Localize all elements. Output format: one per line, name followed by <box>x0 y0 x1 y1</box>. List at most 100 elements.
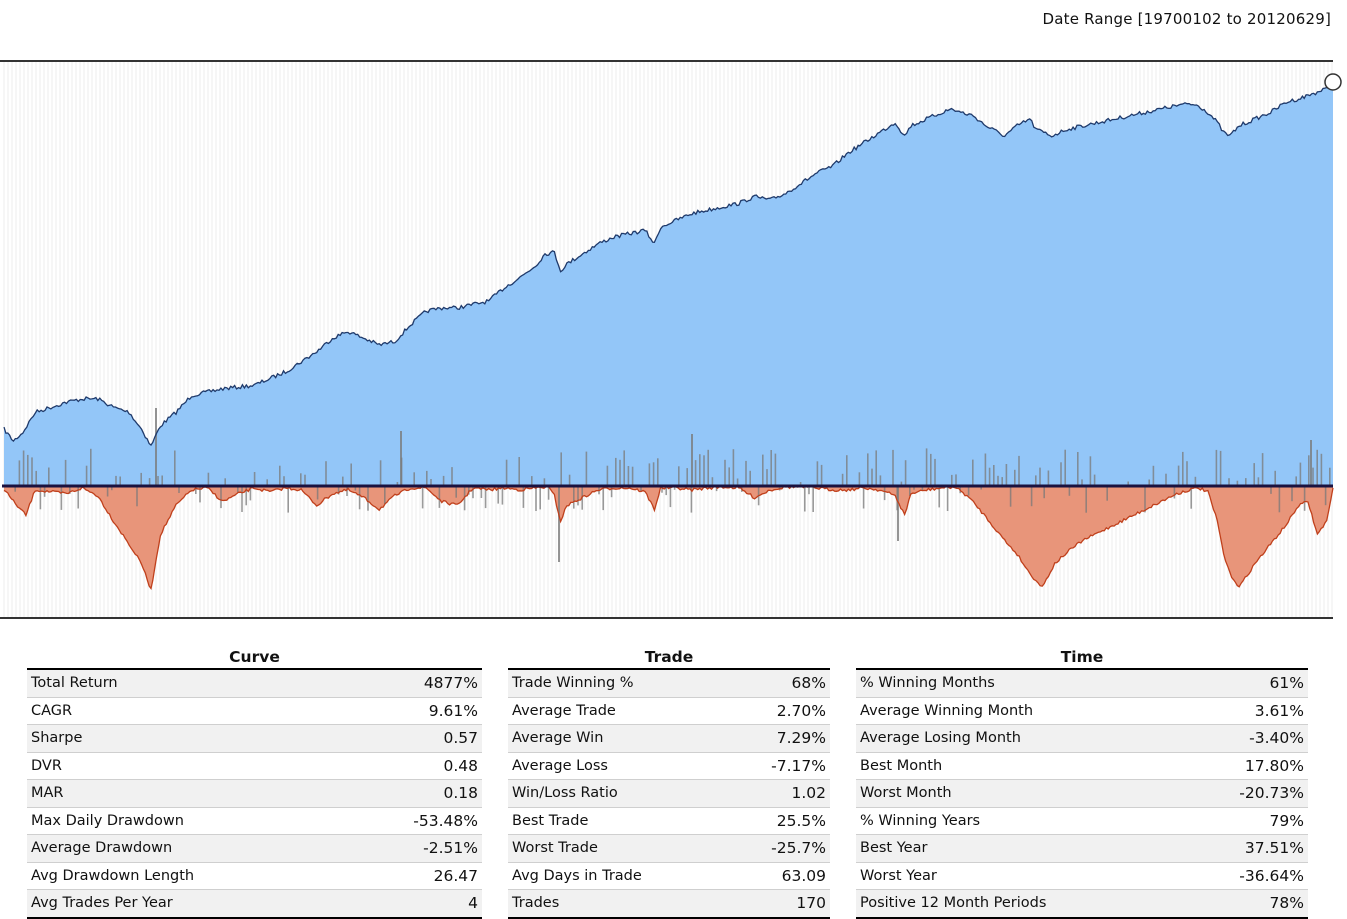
trade-bar <box>1081 479 1083 486</box>
trade-bar <box>1186 461 1188 486</box>
trade-bar <box>421 486 424 509</box>
trade-bar <box>1228 478 1230 486</box>
drawdown-area <box>4 486 1333 589</box>
trade-bar <box>1039 467 1041 486</box>
time-row: Worst Month -20.73% <box>856 779 1308 808</box>
equity-drawdown-chart <box>0 60 1342 619</box>
trade-bar <box>669 486 672 508</box>
trade-bar <box>913 486 915 490</box>
trade-bar <box>812 486 814 512</box>
trade-bar <box>602 486 604 511</box>
trade-bar <box>304 474 306 486</box>
trade-bar <box>18 460 21 486</box>
trade-bar <box>1308 455 1310 486</box>
trade-bar <box>346 486 348 496</box>
trade-row: Trades 170 <box>508 889 830 919</box>
stat-value: 7.29% <box>729 724 830 753</box>
time-row: Average Winning Month 3.61% <box>856 697 1308 725</box>
trade-bar <box>195 486 197 494</box>
stat-value: 2.70% <box>729 697 830 725</box>
trade-bar <box>1310 440 1312 486</box>
trade-bar <box>900 481 903 486</box>
trade-bar <box>1194 476 1197 486</box>
trade-bar <box>615 457 617 486</box>
trade-bar <box>480 486 483 498</box>
trade-bar <box>220 486 222 509</box>
trade-bar <box>35 470 37 486</box>
trade-bar <box>358 486 361 510</box>
trade-bar <box>862 486 865 509</box>
stat-label: Worst Trade <box>508 834 730 863</box>
stat-value: -25.7% <box>729 834 830 863</box>
trade-bar <box>119 476 121 486</box>
trade-bar <box>1127 481 1129 486</box>
stat-label: % Winning Years <box>856 807 1185 835</box>
curve-row: DVR 0.48 <box>27 752 482 780</box>
stat-label: Best Year <box>856 834 1185 863</box>
stat-label: Average Winning Month <box>856 697 1185 725</box>
trade-bar <box>354 486 357 491</box>
trade-bar <box>686 468 688 486</box>
trade-bar <box>627 466 630 486</box>
trade-bar <box>724 459 726 486</box>
trade-bar <box>1148 479 1150 486</box>
trade-bar <box>892 449 894 486</box>
trade-bar <box>253 472 256 486</box>
stat-label: Trade Winning % <box>508 669 730 698</box>
curve-table-title: Curve <box>27 645 482 670</box>
trade-bar <box>984 453 987 486</box>
time-row: Average Losing Month -3.40% <box>856 724 1308 753</box>
trade-bar <box>64 459 67 486</box>
stat-value: 0.57 <box>346 724 482 753</box>
trade-bar <box>237 486 239 493</box>
trade-bar <box>867 453 869 486</box>
trade-bar <box>199 486 201 503</box>
trade-bar <box>875 450 877 486</box>
trade-bar <box>350 463 352 486</box>
stat-label: Best Month <box>856 752 1185 780</box>
trade-bar <box>972 459 974 486</box>
trade-bar <box>678 466 680 486</box>
trade-bar <box>539 486 541 510</box>
trade-bar <box>245 486 247 506</box>
trade-bar <box>1060 462 1062 486</box>
stat-value: -36.64% <box>1184 862 1308 890</box>
trade-bar <box>699 454 701 486</box>
trade-bar <box>1014 469 1016 486</box>
time-table-title: Time <box>856 645 1308 670</box>
curve-row: Average Drawdown -2.51% <box>27 834 482 863</box>
trade-bar <box>497 486 499 504</box>
stat-value: 4 <box>346 889 482 919</box>
trade-bar <box>707 449 709 486</box>
trade-bar <box>48 467 50 486</box>
trade-bar <box>396 482 399 486</box>
equity-curve-line <box>3 81 1334 446</box>
trade-bar <box>1001 477 1003 486</box>
trade-bar <box>1320 453 1323 486</box>
trade-bar <box>85 465 88 486</box>
stat-label: Trades <box>508 889 730 919</box>
trade-bar <box>951 474 953 486</box>
trade-bar <box>955 474 957 486</box>
trade-bar <box>1106 486 1108 501</box>
stat-label: Total Return <box>27 669 347 698</box>
trade-bar <box>111 486 113 491</box>
trade-bar <box>1165 473 1167 486</box>
trade-row: Trade Winning % 68% <box>508 669 830 698</box>
stat-value: 25.5% <box>729 807 830 835</box>
trade-bar <box>1299 462 1302 486</box>
trade-bar <box>1253 463 1255 486</box>
trade-bar <box>774 453 777 486</box>
stat-value: 9.61% <box>346 697 482 725</box>
trade-row: Average Win 7.29% <box>508 724 830 753</box>
trade-bar <box>648 463 651 486</box>
trade-bar <box>1043 486 1045 499</box>
trade-table-title: Trade <box>508 645 830 670</box>
trade-bar <box>136 486 138 507</box>
trade-bar <box>1077 452 1079 486</box>
time-row: % Winning Years 79% <box>856 807 1308 835</box>
trade-bar <box>573 486 575 509</box>
curve-row: Total Return 4877% <box>27 669 482 698</box>
trade-bar <box>988 467 991 486</box>
trade-bar <box>631 466 634 486</box>
